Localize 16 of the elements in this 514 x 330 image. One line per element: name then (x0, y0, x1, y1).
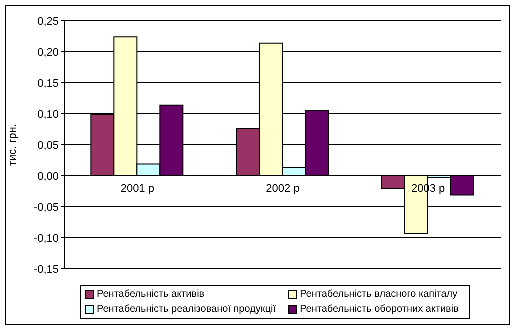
y-tick-label: -0,15 (34, 264, 59, 276)
y-tick-label: 0,05 (38, 140, 59, 152)
legend-label: Рентабельність реалізованої продукції (97, 304, 276, 315)
x-tick-label: 2002 р (266, 183, 300, 195)
y-tick-label: 0,10 (38, 108, 59, 121)
y-tick-label: 0,20 (38, 46, 59, 59)
legend-label: Рентабельність оборотних активів (300, 304, 459, 315)
y-tick-label: 0,15 (38, 78, 59, 90)
legend-label: Рентабельність активів (97, 289, 205, 300)
y-tick-label: -0,05 (34, 202, 59, 214)
y-tick-label: 0,00 (38, 170, 59, 183)
y-axis-title: тис. грн. (6, 124, 19, 166)
x-tick-label: 2001 р (120, 183, 154, 195)
y-tick-label: 0,25 (38, 16, 59, 28)
legend-label: Рентабельність власного капіталу (300, 289, 458, 300)
y-tick-label: -0,10 (34, 232, 59, 245)
